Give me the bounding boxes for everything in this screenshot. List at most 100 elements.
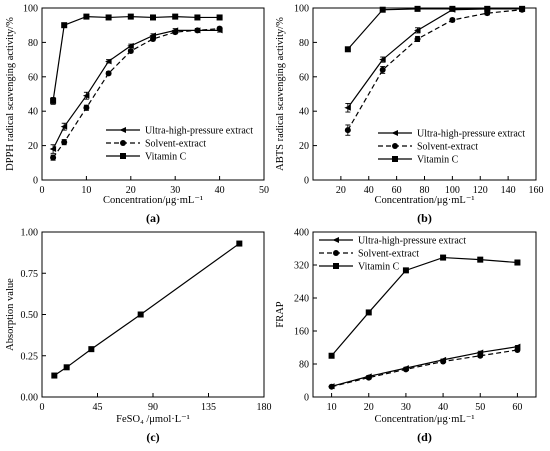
data-point	[379, 56, 386, 63]
x-tick-label: 180	[257, 402, 272, 413]
data-point	[172, 29, 179, 36]
y-tick-label: 400	[294, 228, 309, 239]
data-point	[127, 42, 134, 49]
data-point	[49, 146, 57, 153]
chart-panel-b: 20 40 60 80 100 120 140 160020406080100Concentr…	[275, 4, 544, 226]
data-point	[88, 346, 95, 353]
y-tick-label: 40	[299, 107, 309, 118]
x-tick-label: 0	[40, 185, 45, 196]
y-tick-label: 80	[299, 38, 309, 49]
x-tick-label: 45	[93, 402, 103, 413]
x-tick-label: 10	[327, 402, 337, 413]
series-solvent-extract	[344, 6, 526, 136]
data-point	[449, 17, 456, 24]
legend: Ultra-high-pressure extract Solvent-extra…	[106, 126, 253, 163]
legend-marker	[391, 130, 398, 136]
y-tick-label: 80	[28, 38, 38, 49]
x-tick-label: 50	[475, 402, 485, 413]
x-tick-label: 40	[438, 402, 448, 413]
y-tick-label: 60	[299, 72, 309, 83]
x-tick-label: 30	[170, 185, 180, 196]
series-line	[331, 349, 518, 388]
data-point	[50, 97, 57, 104]
data-point	[61, 139, 68, 146]
y-tick-label: 0.75	[21, 269, 39, 280]
x-tick-label: 160	[529, 185, 544, 196]
series-vitamin-c	[50, 13, 223, 105]
x-tick-label: 80	[420, 185, 430, 196]
y-tick-label: 20	[28, 141, 38, 152]
data-point	[83, 104, 90, 111]
data-point	[379, 6, 386, 13]
data-point	[440, 358, 447, 365]
plot-frame	[312, 231, 537, 398]
data-point	[344, 46, 351, 53]
x-tick-label: 60	[512, 402, 522, 413]
legend-label: Solvent-extract	[358, 249, 419, 260]
x-axis-label: Concentration/μg·mL⁻¹	[103, 195, 203, 206]
data-point	[194, 27, 201, 34]
x-tick-label: 60	[392, 185, 402, 196]
data-point	[365, 309, 372, 316]
data-point	[328, 383, 335, 390]
data-point	[414, 35, 421, 42]
legend-marker	[392, 156, 398, 162]
data-point	[50, 154, 57, 161]
y-axis-label: DPPH radical scavenging activity/%	[5, 17, 16, 171]
data-point	[344, 104, 351, 111]
x-tick-label: 40	[364, 185, 374, 196]
chart-panel-d: 10 20 30 40 50 60 0 80 160 240 320 400 Concentration…	[275, 228, 537, 444]
data-point	[63, 364, 70, 371]
panel-label: (a)	[146, 211, 160, 225]
legend-marker	[120, 153, 126, 159]
data-point	[150, 35, 156, 42]
data-point	[477, 256, 484, 263]
y-tick-label: 100	[294, 4, 309, 15]
data-point	[402, 267, 409, 274]
data-point	[51, 372, 58, 379]
series-line	[331, 256, 518, 357]
data-point	[105, 70, 112, 77]
data-point	[449, 5, 456, 12]
data-point	[172, 13, 179, 20]
data-point	[236, 240, 243, 247]
data-point	[127, 48, 134, 54]
data-point	[402, 366, 409, 373]
y-tick-label: 0	[304, 176, 309, 187]
series-line	[347, 8, 523, 109]
legend-label: Vitamin C	[145, 152, 187, 163]
series-line	[347, 8, 523, 50]
legend-label: Vitamin C	[358, 262, 400, 273]
data-point	[105, 58, 112, 65]
x-tick-label: 140	[501, 185, 516, 196]
x-axis-label: FeSO₄ /μmol·L⁻¹	[116, 414, 190, 425]
y-tick-label: 0	[33, 176, 38, 187]
y-tick-label: 0	[304, 393, 309, 404]
data-point	[82, 92, 90, 99]
x-tick-label: 20	[336, 185, 346, 196]
legend-label: Ultra-high-pressure extract	[358, 236, 466, 247]
series-solvent-extract	[50, 25, 223, 161]
x-tick-label: 100	[445, 185, 460, 196]
series-line	[331, 346, 518, 387]
x-tick-label: 50	[259, 185, 269, 196]
x-tick-label: 120	[473, 185, 488, 196]
x-tick-label: 10	[81, 185, 91, 196]
y-tick-label: 0.00	[21, 393, 39, 404]
data-point	[519, 5, 526, 12]
x-axis-label: Concentration/μg·mL⁻¹	[374, 414, 474, 425]
data-point	[83, 13, 90, 20]
legend-marker	[392, 143, 398, 149]
y-tick-label: 240	[294, 294, 309, 305]
data-point	[137, 311, 144, 318]
y-tick-label: 80	[299, 360, 309, 371]
legend: Ultra-high-pressure extract Solvent-extra…	[319, 236, 466, 273]
x-tick-label: 20	[126, 185, 136, 196]
data-point	[365, 374, 372, 381]
legend-marker	[120, 140, 126, 146]
series-standard-curve	[51, 240, 243, 379]
data-point	[514, 346, 521, 353]
data-point	[216, 25, 223, 32]
data-point	[440, 254, 447, 261]
